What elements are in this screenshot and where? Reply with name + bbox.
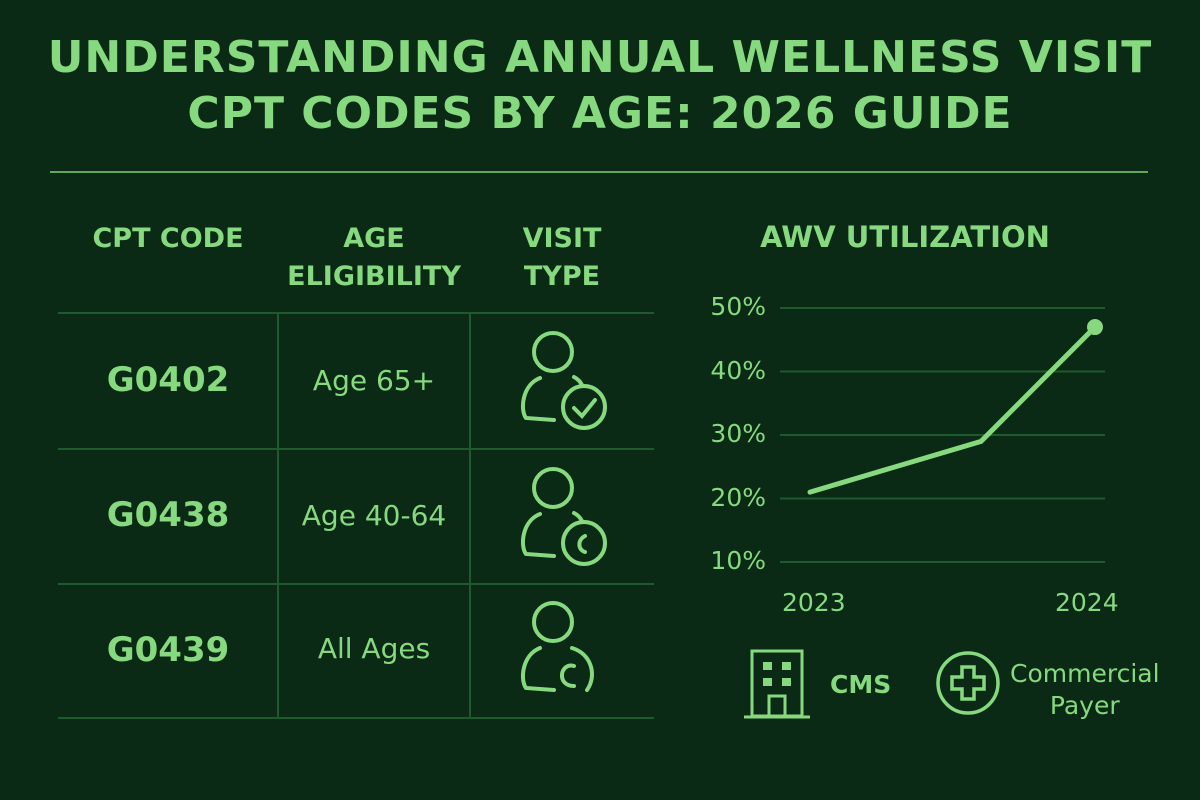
age-eligibility: Age 65+ <box>312 364 436 397</box>
y-tick-label: 40% <box>710 355 766 385</box>
chart-title: AWV UTILIZATION <box>760 220 1050 254</box>
cpt-code: G0438 <box>106 495 230 535</box>
y-tick-label: 30% <box>710 419 766 448</box>
row-divider <box>58 583 654 585</box>
cpt-code: G0402 <box>106 360 230 400</box>
cpt-code: G0439 <box>106 630 230 670</box>
x-tick-label: 2024 <box>1055 588 1119 617</box>
title-divider <box>50 171 1148 173</box>
user-check-icon <box>521 331 607 430</box>
series-line <box>807 324 1098 495</box>
building-icon <box>744 649 810 719</box>
y-tick-label: 10% <box>710 546 766 575</box>
header-cpt-code: CPT CODE <box>92 223 244 254</box>
legend-cms: CMS <box>830 670 892 699</box>
row-divider <box>58 717 654 719</box>
x-tick-label: 2023 <box>782 588 846 617</box>
age-eligibility: All Ages <box>317 632 431 665</box>
y-tick-label: 50% <box>710 292 766 321</box>
header-age-eligibility: AGE ELIGIBILITY <box>287 223 461 292</box>
user-clock-icon <box>521 467 607 566</box>
row-divider <box>58 448 654 450</box>
page-title: UNDERSTANDING ANNUAL WELLNESS VISIT CPT … <box>47 32 1153 139</box>
data-point <box>1087 319 1103 336</box>
medical-cross-icon <box>936 651 1000 715</box>
column-divider <box>277 313 279 719</box>
user-c-icon <box>521 601 594 692</box>
row-divider <box>58 312 654 314</box>
age-eligibility: Age 40-64 <box>301 499 447 532</box>
header-visit-type: VISIT TYPE <box>522 223 602 292</box>
legend-commercial-payer: Commercial Payer <box>1010 659 1160 720</box>
column-divider <box>469 313 471 719</box>
y-tick-label: 20% <box>710 482 766 512</box>
